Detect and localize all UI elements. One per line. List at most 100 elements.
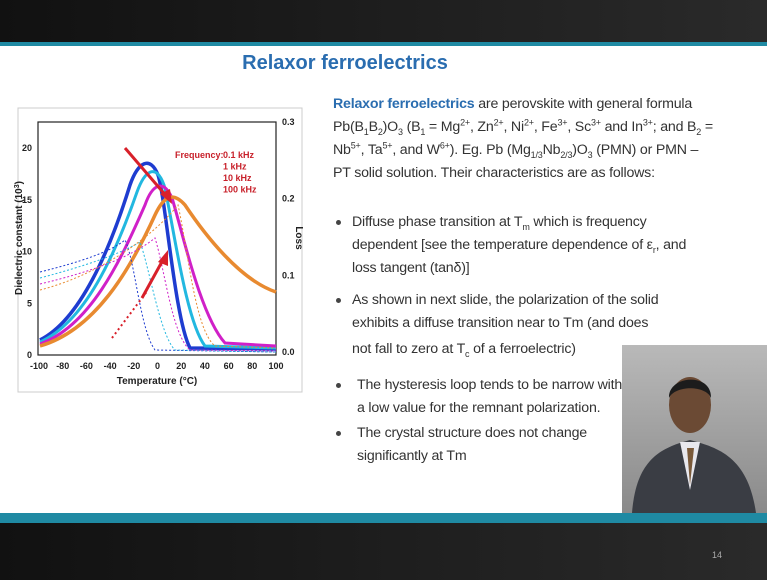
text-line: Nb5+, Ta5+, and W6+). Eg. Pb (Mg1/3Nb2/3… xyxy=(333,141,698,159)
top-rule xyxy=(0,42,767,46)
text-run: Pb(B xyxy=(333,119,364,135)
text-run: 3+ xyxy=(557,117,567,127)
text-line: Relaxor ferroelectrics are perovskite wi… xyxy=(333,95,692,113)
text-run: 2/3 xyxy=(560,150,572,160)
x-tick-label: 40 xyxy=(200,361,210,371)
text-run: dependent [see the temperature dependenc… xyxy=(352,237,653,253)
y2-tick-label: 0.1 xyxy=(282,270,295,280)
text-line: exhibits a diffuse transition near to Tm… xyxy=(352,314,648,332)
text-line: Diffuse phase transition at Tm which is … xyxy=(352,213,647,231)
slide: -100-80-60-40-20020406080100051015200.00… xyxy=(0,0,767,580)
text-run: 6+ xyxy=(440,140,450,150)
text-line: PT solid solution. Their characteristics… xyxy=(333,164,655,182)
text-run: 1/3 xyxy=(531,150,543,160)
legend-item: 10 kHz xyxy=(223,173,252,183)
text-run: , and W xyxy=(392,142,440,158)
text-run: , Sc xyxy=(567,119,591,135)
x-tick-label: -40 xyxy=(104,361,117,371)
text-run: , Ni xyxy=(503,119,523,135)
text-run: 2+ xyxy=(494,117,504,127)
bullet xyxy=(336,383,341,388)
text-run: Diffuse phase transition at T xyxy=(352,214,522,230)
text-run: ). Eg. Pb (Mg xyxy=(450,142,531,158)
text-run: (PMN) or PMN – xyxy=(592,142,698,158)
x-tick-label: 60 xyxy=(224,361,234,371)
bottom-rule xyxy=(0,513,767,523)
presenter-photo xyxy=(622,345,767,513)
text-run: The crystal structure does not change xyxy=(357,425,587,441)
text-run: exhibits a diffuse transition near to Tm… xyxy=(352,315,648,331)
text-line: dependent [see the temperature dependenc… xyxy=(352,236,686,254)
text-run: and In xyxy=(601,119,643,135)
page-number: 14 xyxy=(712,550,722,560)
y2-tick-label: 0.3 xyxy=(282,117,295,127)
text-run: Dielectric constant (10 xyxy=(14,188,25,295)
text-line: not fall to zero at Tc of a ferroelectri… xyxy=(352,340,576,358)
y-tick-label: 20 xyxy=(22,143,32,153)
text-run: , and xyxy=(656,237,687,253)
slide-art: -100-80-60-40-20020406080100051015200.00… xyxy=(0,0,767,580)
legend-item: 100 kHz xyxy=(223,185,257,195)
text-line: The crystal structure does not change xyxy=(357,424,587,442)
text-run: 5+ xyxy=(382,140,392,150)
x-tick-label: -20 xyxy=(127,361,140,371)
text-run: , Zn xyxy=(470,119,494,135)
y-tick-label: 5 xyxy=(27,298,32,308)
text-run: = Mg xyxy=(425,119,460,135)
bottom-band xyxy=(0,523,767,580)
bullet xyxy=(336,220,341,225)
text-run: 2+ xyxy=(524,117,534,127)
text-run: As shown in next slide, the polarization… xyxy=(352,292,658,308)
x-tick-label: 20 xyxy=(176,361,186,371)
text-run: m xyxy=(522,222,529,232)
x-tick-label: -100 xyxy=(30,361,48,371)
text-run: , Ta xyxy=(361,142,383,158)
text-run: of a ferroelectric) xyxy=(469,341,575,357)
text-run: 5+ xyxy=(351,140,361,150)
y2-tick-label: 0.2 xyxy=(282,194,295,204)
text-run: (B xyxy=(403,119,421,135)
text-run: , Fe xyxy=(534,119,558,135)
legend-item: 0.1 kHz xyxy=(223,150,255,160)
text-run: )O xyxy=(383,119,398,135)
text-run: Relaxor ferroelectrics xyxy=(333,96,475,112)
x-axis-label: Temperature (°C) xyxy=(117,376,198,387)
x-tick-label: -60 xyxy=(80,361,93,371)
text-run: which is frequency xyxy=(530,214,647,230)
text-run: Nb xyxy=(333,142,351,158)
bullet xyxy=(336,298,341,303)
text-run: are perovskite with general formula xyxy=(475,96,693,112)
text-run: ; and B xyxy=(653,119,697,135)
text-run: 3+ xyxy=(643,117,653,127)
x-tick-label: 0 xyxy=(155,361,160,371)
y-axis-label: Dielectric constant (103) xyxy=(14,181,26,295)
x-tick-label: 100 xyxy=(268,361,283,371)
text-run: The hysteresis loop tends to be narrow w… xyxy=(357,377,622,393)
text-line: As shown in next slide, the polarization… xyxy=(352,291,658,309)
y2-axis-label: Loss xyxy=(293,226,304,250)
bullet xyxy=(336,431,341,436)
text-line: significantly at Tm xyxy=(357,447,466,465)
x-tick-label: 80 xyxy=(247,361,257,371)
legend-title: Frequency: xyxy=(175,150,224,160)
text-run: ) xyxy=(14,181,25,184)
text-run: PT solid solution. Their characteristics… xyxy=(333,165,655,181)
legend-item: 1 kHz xyxy=(223,162,247,172)
text-line: The hysteresis loop tends to be narrow w… xyxy=(357,376,622,394)
top-band xyxy=(0,0,767,44)
text-run: not fall to zero at T xyxy=(352,341,465,357)
text-run: a low value for the remnant polarization… xyxy=(357,400,600,416)
y-tick-label: 0 xyxy=(27,350,32,360)
y2-tick-label: 0.0 xyxy=(282,347,295,357)
text-run: loss tangent (tanδ)] xyxy=(352,260,469,276)
text-run: Nb xyxy=(543,142,561,158)
text-line: Pb(B1B2)O3 (B1 = Mg2+, Zn2+, Ni2+, Fe3+,… xyxy=(333,118,713,136)
text-run: 3+ xyxy=(591,117,601,127)
x-tick-label: -80 xyxy=(56,361,69,371)
text-line: loss tangent (tanδ)] xyxy=(352,259,469,277)
text-run: = xyxy=(701,119,713,135)
text-line: a low value for the remnant polarization… xyxy=(357,399,600,417)
text-run: significantly at Tm xyxy=(357,448,466,464)
slide-title: Relaxor ferroelectrics xyxy=(0,52,690,75)
